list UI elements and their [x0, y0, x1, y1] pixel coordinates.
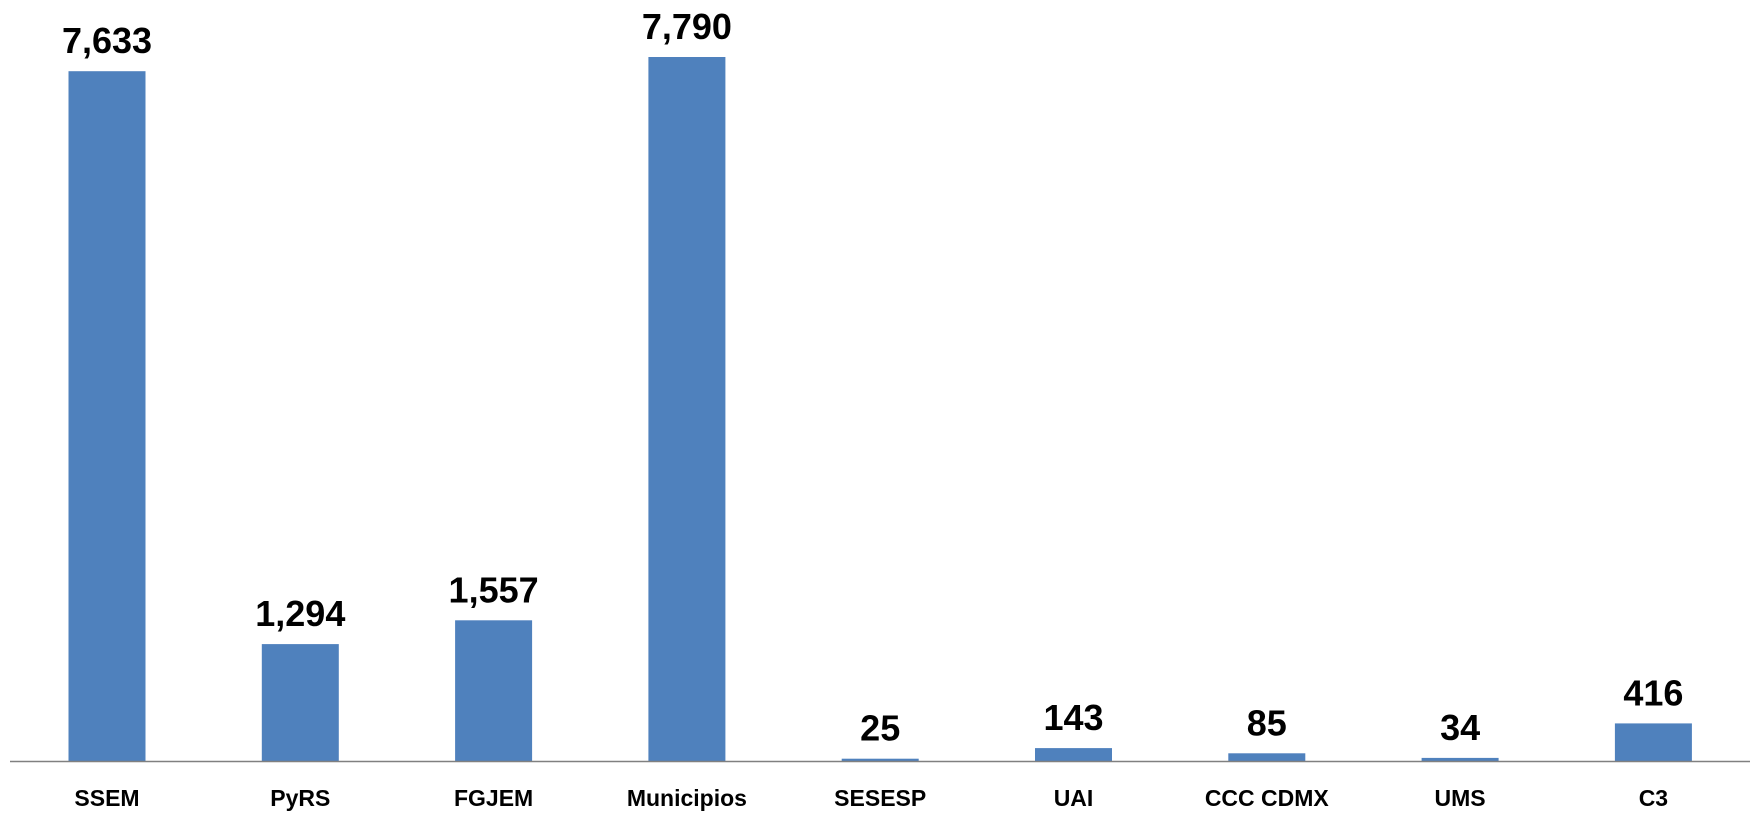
value-labels-group: 7,633 1,294 1,557 7,790 25 143 85 34 416: [62, 6, 1683, 749]
bar-ccc-cdmx: [1228, 753, 1306, 761]
x-tick-label: PyRS: [270, 785, 330, 811]
value-label: 1,557: [449, 569, 539, 610]
value-label: 85: [1247, 702, 1287, 743]
bar-fgjem: [455, 620, 533, 761]
value-label: 34: [1440, 707, 1480, 748]
x-tick-label: C3: [1639, 785, 1668, 811]
bar-sesesp: [841, 758, 919, 761]
value-label: 25: [860, 708, 900, 749]
tick-labels-group: SSEM PyRS FGJEM Municipios SESESP UAI CCC CDMX…: [74, 785, 1668, 811]
bar-c3: [1614, 723, 1692, 761]
value-label: 7,790: [642, 6, 732, 47]
x-tick-label: SSEM: [74, 785, 139, 811]
value-label: 1,294: [255, 593, 345, 634]
bars-group: [68, 57, 1692, 761]
x-tick-label: SESESP: [834, 785, 926, 811]
bar-ums: [1421, 757, 1499, 761]
x-tick-label: FGJEM: [454, 785, 533, 811]
x-tick-label: UAI: [1054, 785, 1094, 811]
bar-municipios: [648, 57, 726, 761]
x-tick-label: CCC CDMX: [1205, 785, 1330, 811]
value-label: 416: [1623, 672, 1683, 713]
bar-ssem: [68, 71, 146, 761]
value-label: 7,633: [62, 20, 152, 61]
value-label: 143: [1043, 697, 1103, 738]
bar-uai: [1035, 748, 1112, 761]
bar-pyrs: [261, 644, 339, 761]
x-tick-label: UMS: [1435, 785, 1486, 811]
x-tick-label: Municipios: [627, 785, 747, 811]
